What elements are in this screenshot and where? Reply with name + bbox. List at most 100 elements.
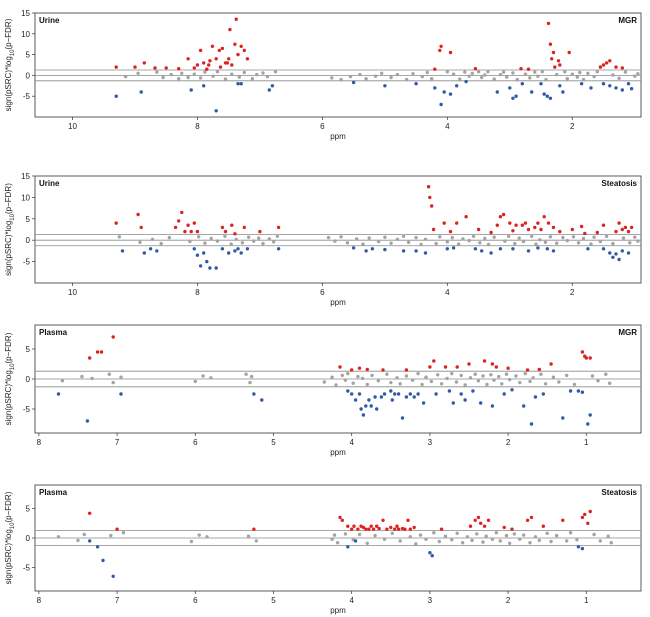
point-negative [353,398,358,402]
point-not-significant [557,380,561,384]
point-not-significant [455,531,459,535]
point-not-significant [436,373,440,377]
point-positive [549,362,553,366]
point-positive [525,368,530,372]
point-positive [225,61,230,65]
point-negative [202,84,206,88]
point-not-significant [518,380,522,385]
x-tick-label: 3 [428,596,433,605]
point-not-significant [598,239,603,244]
point-not-significant [486,70,490,74]
point-not-significant [177,77,181,81]
point-not-significant [380,71,384,76]
point-not-significant [389,75,393,80]
point-positive [486,518,491,522]
point-negative [586,422,590,426]
point-positive [223,229,228,234]
y-tick-label: 5 [26,345,31,354]
point-not-significant [425,70,429,75]
point-not-significant [275,234,280,238]
point-not-significant [514,374,518,378]
point-not-significant [209,376,213,380]
point-not-significant [589,242,593,246]
point-negative [364,249,368,253]
point-positive [626,229,631,234]
point-positive [468,524,473,528]
point-negative [526,249,531,253]
x-tick-label: 1 [584,596,589,605]
point-negative [498,247,503,251]
point-negative [198,264,203,268]
point-positive [539,227,543,232]
point-not-significant [367,236,371,240]
point-positive [136,212,140,217]
point-not-significant [203,70,207,74]
point-not-significant [257,236,261,240]
y-tick-label: -5 [23,563,31,572]
point-positive [228,27,232,32]
point-positive [548,42,553,46]
point-negative [239,82,243,86]
point-positive [537,367,541,372]
point-not-significant [389,241,393,245]
point-not-significant [470,538,474,543]
point-not-significant [571,235,576,239]
point-positive [430,204,434,208]
point-positive [99,350,104,354]
point-not-significant [476,70,481,74]
point-positive [242,225,246,230]
point-not-significant [609,541,613,545]
point-not-significant [518,537,522,541]
point-positive [276,225,281,230]
point-negative [350,392,354,396]
point-negative [359,407,363,411]
point-not-significant [365,541,369,545]
point-negative [276,247,281,251]
point-negative [375,407,379,411]
point-not-significant [549,539,553,544]
point-negative [588,413,592,417]
point-positive [464,215,468,219]
point-negative [545,247,549,251]
point-negative [239,251,243,255]
point-not-significant [215,239,220,243]
point-negative [539,82,543,86]
point-not-significant [330,375,334,379]
point-positive [533,225,537,230]
point-positive [233,42,237,46]
point-not-significant [401,234,406,238]
point-positive [482,524,487,528]
point-not-significant [423,237,428,241]
point-not-significant [498,72,503,77]
point-not-significant [604,372,608,376]
point-not-significant [528,379,532,384]
y-tick-label: 0 [26,236,31,245]
point-positive [506,366,510,370]
point-negative [522,404,526,408]
point-negative [580,546,585,551]
point-negative [401,249,406,253]
point-negative [357,392,362,396]
y-tick-label: -5 [23,258,31,267]
point-not-significant [548,235,553,239]
point-not-significant [465,535,470,539]
point-not-significant [390,531,394,535]
point-not-significant [450,371,454,376]
point-not-significant [138,240,142,244]
point-positive [442,221,446,225]
point-negative [421,401,426,405]
point-not-significant [332,533,337,537]
y-tick-label: 0 [26,71,31,80]
point-not-significant [351,381,355,385]
point-not-significant [445,376,449,381]
point-not-significant [565,539,569,543]
point-not-significant [424,375,428,379]
point-positive [186,223,190,227]
point-positive [389,525,393,530]
point-not-significant [348,74,353,79]
point-positive [546,21,551,26]
x-tick-label: 8 [37,596,42,605]
point-not-significant [536,74,540,78]
point-negative [529,422,534,426]
point-positive [482,359,487,363]
